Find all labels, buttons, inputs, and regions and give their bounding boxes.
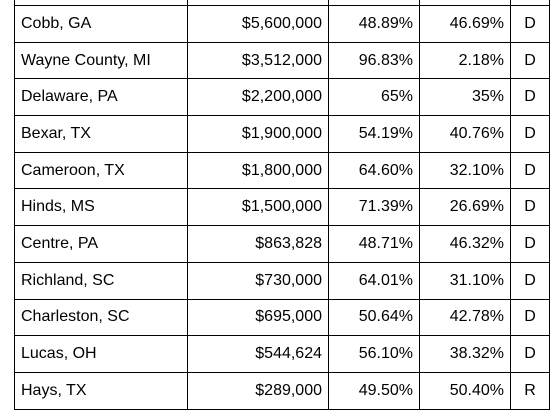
cell-rep-pct: 31.10%: [419, 261, 511, 300]
cell-county: Cameroon, TX: [14, 151, 188, 190]
cell-party: D: [510, 41, 550, 80]
table-row: Richland, SC $730,000 64.01% 31.10% D: [14, 261, 550, 300]
cell-dem-pct: 54.19%: [328, 115, 420, 153]
cell-rep-pct: 46.69%: [419, 5, 511, 43]
table-body: Cobb, GA $5,600,000 48.89% 46.69% D Wayne Cou…: [14, 0, 550, 410]
table-row-partial: [14, 0, 550, 6]
cell-rep-pct: 32.10%: [419, 151, 511, 190]
cell-rep-pct: 46.32%: [419, 225, 511, 263]
table-row: Wayne County, MI $3,512,000 96.83% 2.18% D: [14, 41, 550, 80]
cell-amount: $863,828: [187, 225, 329, 263]
cell-amount: $2,200,000: [187, 78, 329, 117]
cell-dem-pct: 64.01%: [328, 261, 420, 300]
cell-county: Wayne County, MI: [14, 41, 188, 80]
cell-party: R: [510, 371, 550, 410]
table-row: Lucas, OH $544,624 56.10% 38.32% D: [14, 335, 550, 373]
cell-party: D: [510, 335, 550, 373]
cell-county: Richland, SC: [14, 261, 188, 300]
cell-party: D: [510, 298, 550, 337]
table-row: Centre, PA $863,828 48.71% 46.32% D: [14, 225, 550, 263]
cell-rep-pct: 42.78%: [419, 298, 511, 337]
cell-party: D: [510, 5, 550, 43]
cell-county: Bexar, TX: [14, 115, 188, 153]
cell-amount: $544,624: [187, 335, 329, 373]
cell-amount: $730,000: [187, 261, 329, 300]
cell-party: D: [510, 151, 550, 190]
cell-amount: $1,500,000: [187, 188, 329, 227]
cell-amount: $1,900,000: [187, 115, 329, 153]
cell-party: D: [510, 78, 550, 117]
table-row: Charleston, SC $695,000 50.64% 42.78% D: [14, 298, 550, 337]
cell-dem-pct: 48.89%: [328, 5, 420, 43]
cell-dem-pct: 49.50%: [328, 371, 420, 410]
cell-party: D: [510, 188, 550, 227]
cell-rep-pct: 26.69%: [419, 188, 511, 227]
cell-dem-pct: 56.10%: [328, 335, 420, 373]
table-row: Cameroon, TX $1,800,000 64.60% 32.10% D: [14, 151, 550, 190]
cell-party: D: [510, 225, 550, 263]
cell-rep-pct: 40.76%: [419, 115, 511, 153]
table-row: Bexar, TX $1,900,000 54.19% 40.76% D: [14, 115, 550, 153]
cell-rep-pct: 38.32%: [419, 335, 511, 373]
cell-county: Hinds, MS: [14, 188, 188, 227]
cell-county: Cobb, GA: [14, 5, 188, 43]
table-row: Hinds, MS $1,500,000 71.39% 26.69% D: [14, 188, 550, 227]
table-row: Cobb, GA $5,600,000 48.89% 46.69% D: [14, 5, 550, 43]
cell-rep-pct: 50.40%: [419, 371, 511, 410]
cell-county: Charleston, SC: [14, 298, 188, 337]
cell-amount: $5,600,000: [187, 5, 329, 43]
cell-dem-pct: 50.64%: [328, 298, 420, 337]
cell-amount: $3,512,000: [187, 41, 329, 80]
cell-party: D: [510, 261, 550, 300]
cell-amount: $695,000: [187, 298, 329, 337]
cell-dem-pct: 71.39%: [328, 188, 420, 227]
cell-county: Centre, PA: [14, 225, 188, 263]
table-row: Hays, TX $289,000 49.50% 50.40% R: [14, 371, 550, 410]
cell-dem-pct: 64.60%: [328, 151, 420, 190]
cell-party: D: [510, 115, 550, 153]
table-row: Delaware, PA $2,200,000 65% 35% D: [14, 78, 550, 117]
county-funding-table: Cobb, GA $5,600,000 48.89% 46.69% D Wayne Cou…: [14, 0, 550, 410]
cell-county: Lucas, OH: [14, 335, 188, 373]
cell-amount: $1,800,000: [187, 151, 329, 190]
cell-amount: $289,000: [187, 371, 329, 410]
cell-county: Delaware, PA: [14, 78, 188, 117]
cell-rep-pct: 2.18%: [419, 41, 511, 80]
cell-rep-pct: 35%: [419, 78, 511, 117]
cell-dem-pct: 96.83%: [328, 41, 420, 80]
cell-dem-pct: 65%: [328, 78, 420, 117]
cell-dem-pct: 48.71%: [328, 225, 420, 263]
cell-county: Hays, TX: [14, 371, 188, 410]
cell-party: [510, 0, 550, 6]
